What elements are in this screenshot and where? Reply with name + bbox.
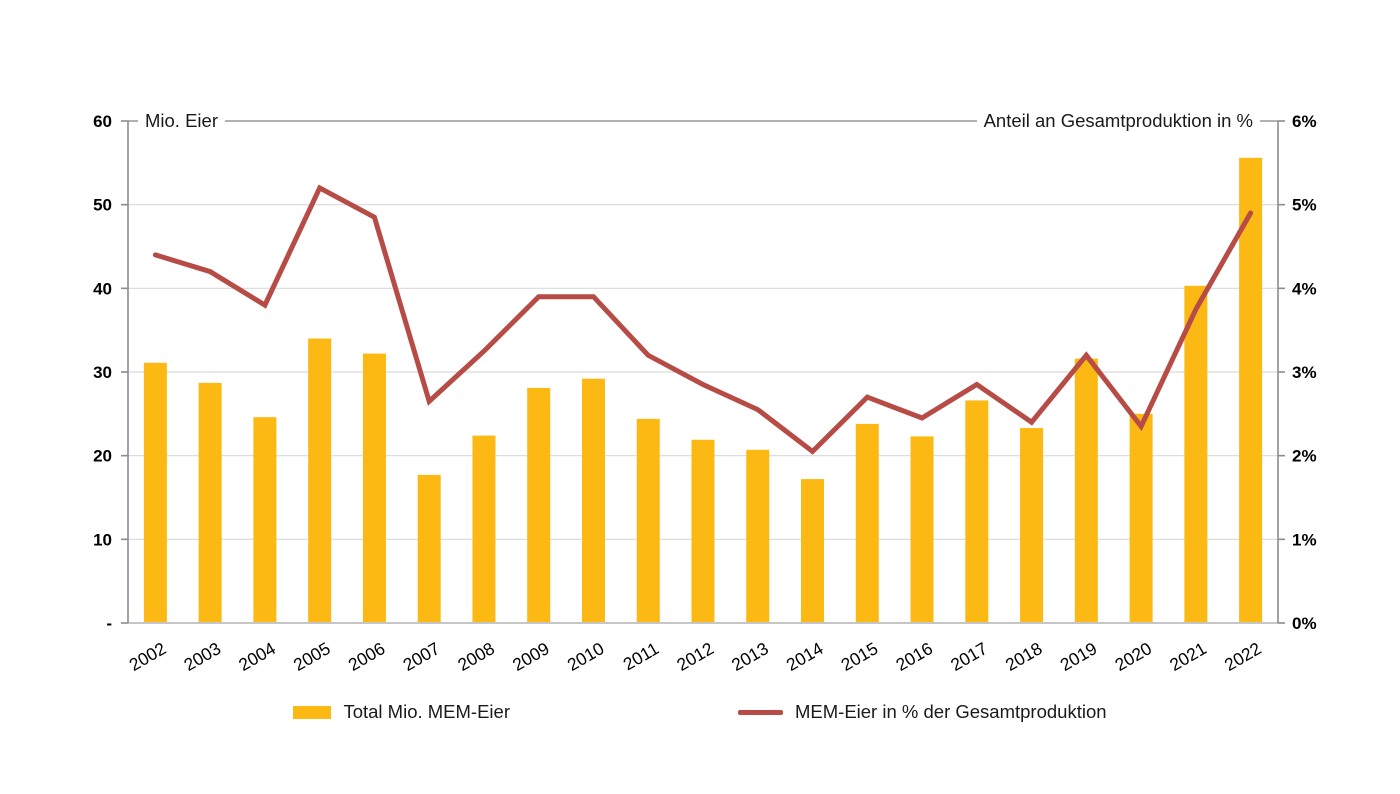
- left-tick-label: 10: [93, 530, 112, 549]
- right-axis-title: Anteil an Gesamtproduktion in %: [976, 108, 1260, 134]
- right-tick-label: 2%: [1292, 447, 1317, 466]
- bar-2017: [965, 400, 989, 623]
- bar-2011: [636, 418, 660, 623]
- bar-2022: [1239, 157, 1263, 623]
- line-series-swatch: [738, 709, 783, 715]
- x-label-2015: 2015: [838, 638, 882, 675]
- right-tick-label: 0%: [1292, 614, 1317, 633]
- left-axis-title: Mio. Eier: [138, 108, 225, 134]
- left-tick-label: 20: [93, 447, 112, 466]
- right-tick-label: 4%: [1292, 279, 1317, 298]
- x-label-2003: 2003: [180, 638, 224, 675]
- bar-2006: [362, 353, 386, 623]
- x-label-2002: 2002: [126, 638, 170, 675]
- legend: Total Mio. MEM-Eier MEM-Eier in % der Ge…: [0, 701, 1400, 723]
- bar-2020: [1129, 413, 1153, 623]
- x-label-2005: 2005: [290, 638, 334, 675]
- left-tick-label: 40: [93, 279, 112, 298]
- bar-series-swatch: [293, 705, 332, 719]
- bar-2005: [308, 338, 332, 623]
- bar-2009: [527, 387, 551, 623]
- right-tick-label: 5%: [1292, 196, 1317, 215]
- x-label-2009: 2009: [509, 638, 553, 675]
- bar-2012: [691, 439, 715, 623]
- x-label-2018: 2018: [1002, 638, 1046, 675]
- bar-2004: [253, 417, 277, 623]
- legend-item-line: MEM-Eier in % der Gesamtproduktion: [738, 701, 1107, 723]
- bar-2008: [472, 435, 496, 623]
- left-tick-label: -: [106, 614, 112, 633]
- bar-2018: [1020, 428, 1044, 623]
- x-label-2007: 2007: [399, 638, 443, 675]
- bar-2013: [746, 449, 770, 623]
- x-label-2004: 2004: [235, 638, 279, 675]
- left-tick-label: 50: [93, 196, 112, 215]
- right-tick-label: 6%: [1292, 112, 1317, 131]
- bar-2019: [1074, 358, 1098, 623]
- bar-2014: [801, 479, 825, 623]
- bar-2021: [1184, 285, 1208, 623]
- x-label-2012: 2012: [673, 638, 717, 675]
- x-label-2011: 2011: [620, 638, 663, 674]
- legend-bar-label: Total Mio. MEM-Eier: [343, 701, 510, 722]
- x-label-2010: 2010: [564, 638, 608, 675]
- x-label-2013: 2013: [728, 638, 772, 675]
- bar-2010: [581, 378, 605, 623]
- left-tick-label: 60: [93, 112, 112, 131]
- left-tick-label: 30: [93, 363, 112, 382]
- bar-2003: [198, 382, 222, 623]
- x-label-2022: 2022: [1221, 638, 1265, 675]
- x-label-2019: 2019: [1057, 638, 1101, 675]
- x-label-2016: 2016: [892, 638, 936, 675]
- legend-item-bars: Total Mio. MEM-Eier: [293, 701, 510, 723]
- right-tick-label: 1%: [1292, 530, 1317, 549]
- bar-2007: [417, 474, 441, 623]
- bar-2016: [910, 436, 934, 623]
- x-label-2017: 2017: [947, 638, 991, 675]
- x-label-2008: 2008: [454, 638, 498, 675]
- x-label-2021: 2021: [1166, 638, 1210, 675]
- right-tick-label: 3%: [1292, 363, 1317, 382]
- x-label-2006: 2006: [345, 638, 389, 675]
- x-label-2020: 2020: [1111, 638, 1155, 675]
- line-series: [152, 184, 1254, 455]
- x-label-2014: 2014: [783, 638, 827, 675]
- legend-line-label: MEM-Eier in % der Gesamtproduktion: [795, 701, 1107, 722]
- bar-2002: [143, 362, 167, 623]
- bar-2015: [855, 423, 879, 623]
